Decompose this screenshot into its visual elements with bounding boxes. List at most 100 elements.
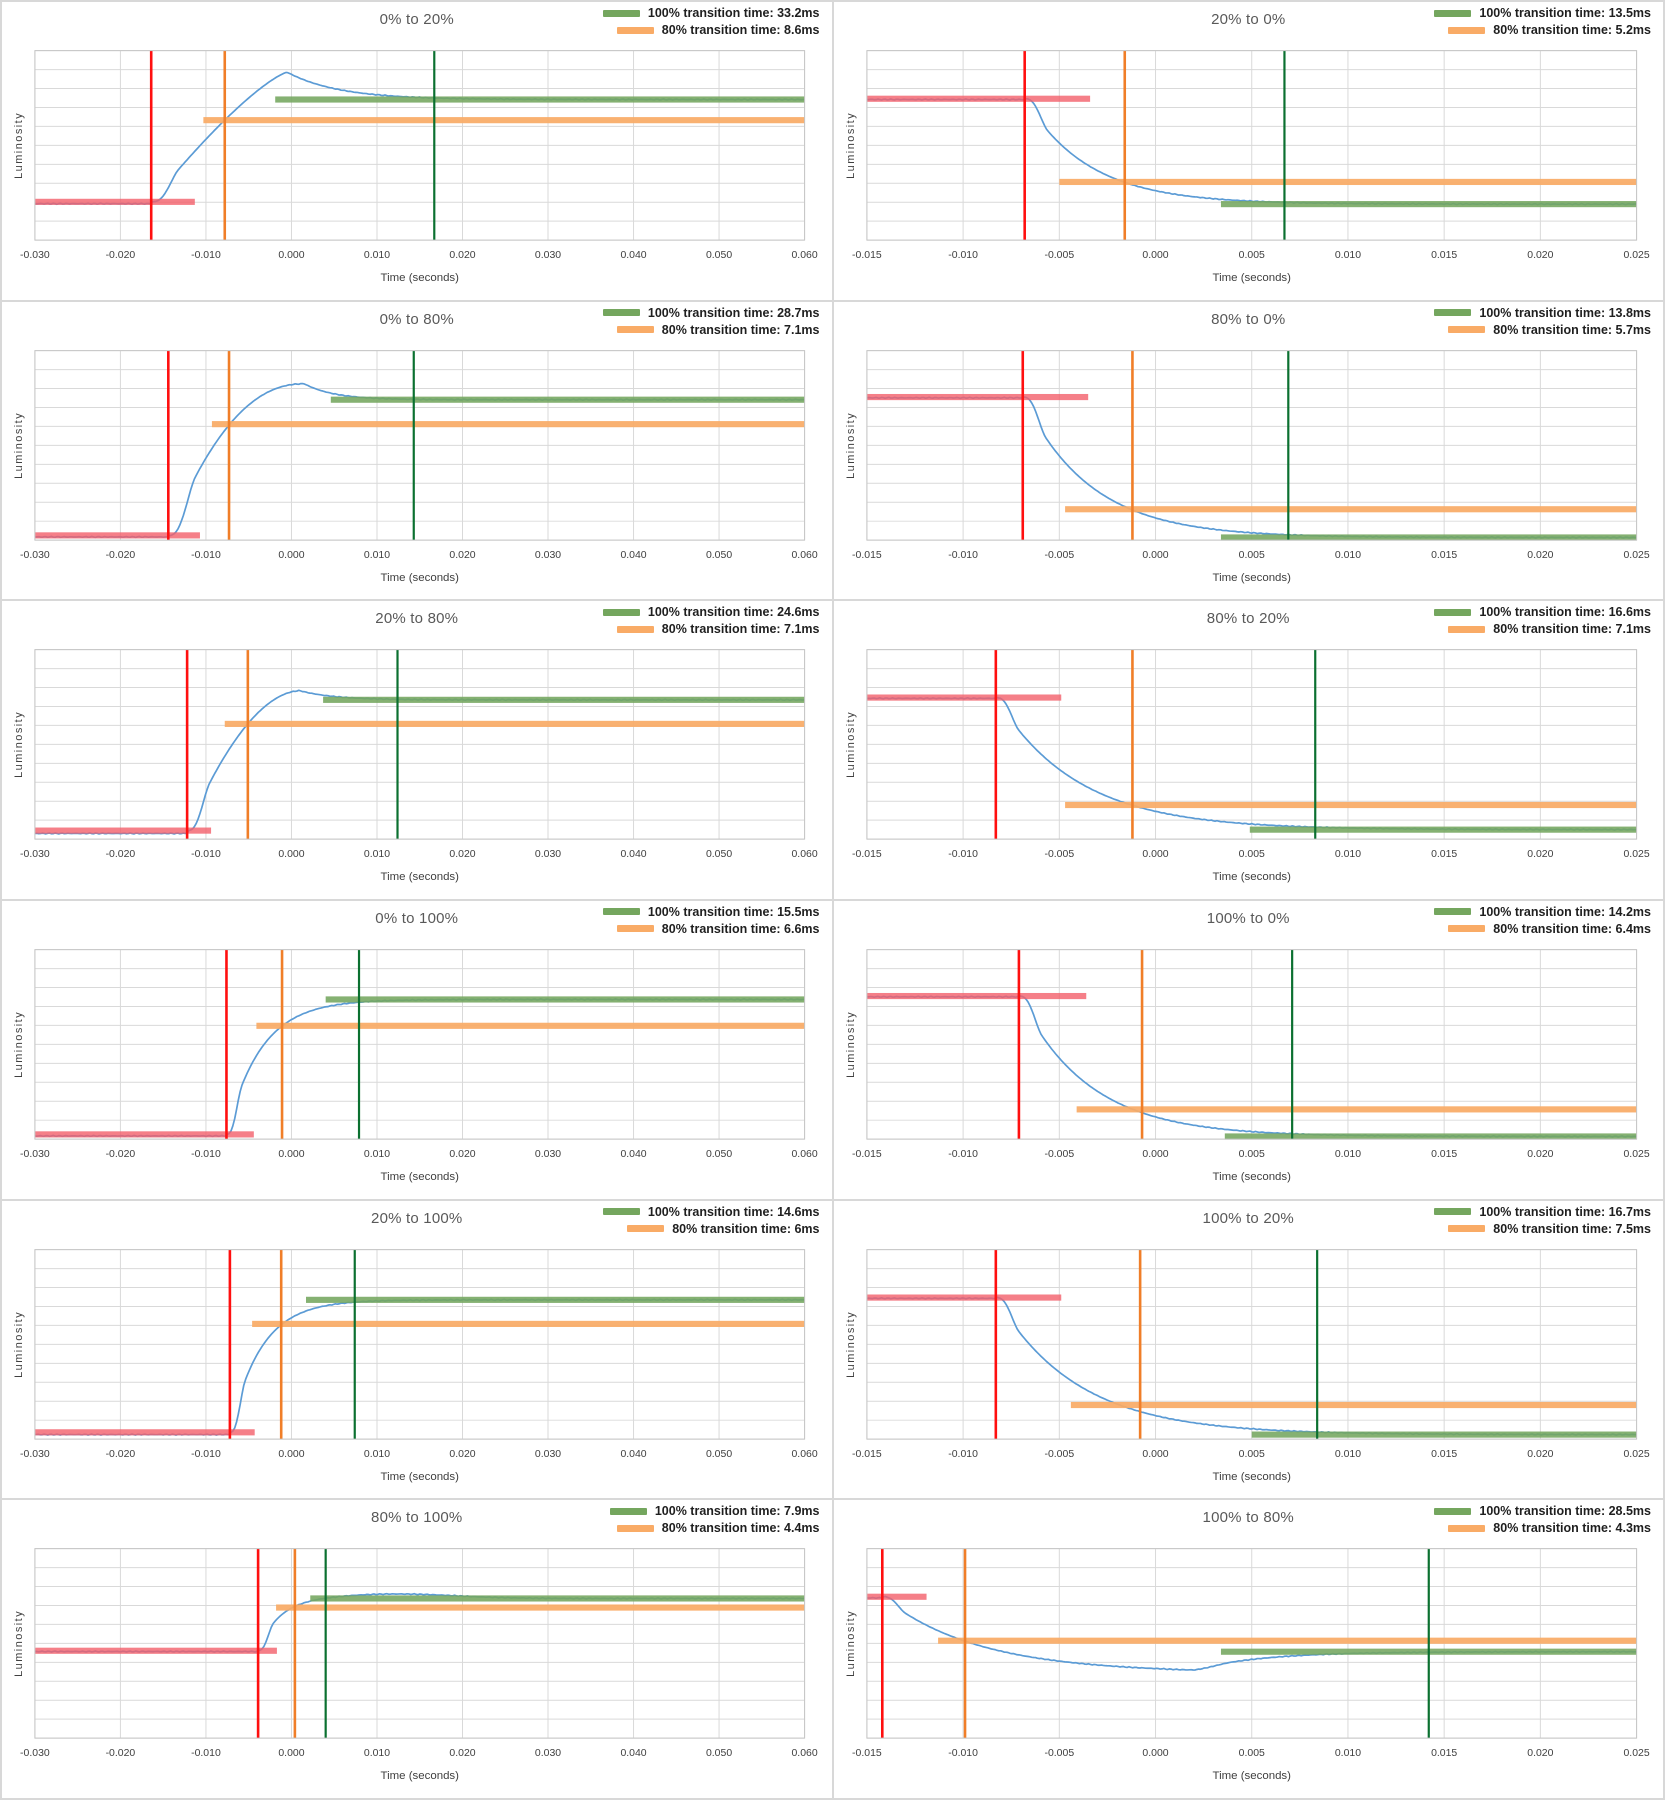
x-tick-label: -0.010: [191, 1748, 221, 1759]
x-tick-label: 0.000: [1142, 550, 1168, 561]
x-tick-label: -0.030: [20, 849, 50, 860]
threshold-80-bar: [1064, 802, 1637, 809]
x-tick-label: 0.020: [1527, 1748, 1553, 1759]
x-tick-label: -0.015: [852, 1449, 882, 1460]
x-tick-label: 0.005: [1238, 849, 1264, 860]
x-tick-labels: -0.030 -0.020 -0.010 0.000 0.010 0.020 0.030 0.…: [20, 250, 818, 261]
final-level-bar: [310, 1595, 805, 1602]
plot-border: [34, 349, 806, 541]
x-tick-label: 0.000: [1142, 250, 1168, 261]
chart-panel: -0.030 -0.020 -0.010 0.000 0.010 0.020 0.030 0.…: [2, 1200, 832, 1499]
x-tick-label: -0.015: [852, 1149, 882, 1160]
x-axis-title: Time (seconds): [1212, 1171, 1291, 1183]
x-tick-label: 0.030: [535, 1449, 561, 1460]
x-tick-label: -0.020: [106, 1748, 136, 1759]
x-tick-label: 0.015: [1431, 550, 1457, 561]
x-tick-label: 0.025: [1623, 1748, 1649, 1759]
x-tick-label: -0.020: [106, 250, 136, 261]
x-tick-label: -0.015: [852, 849, 882, 860]
x-tick-label: 0.025: [1623, 550, 1649, 561]
x-tick-label: 0.040: [620, 1449, 646, 1460]
initial-level-bar: [34, 198, 195, 205]
x-tick-label: -0.020: [106, 849, 136, 860]
plot-border: [865, 949, 1637, 1140]
x-tick-label: -0.030: [20, 250, 50, 261]
threshold-80-bar: [1070, 1401, 1637, 1408]
threshold-80-bar: [252, 1320, 805, 1327]
threshold-80-bar: [203, 117, 805, 124]
plot-svg: -0.030 -0.020 -0.010 0.000 0.010 0.020 0.030 0.…: [13, 1248, 818, 1482]
final-level-bar: [323, 697, 805, 704]
initial-level-bar: [866, 393, 1088, 400]
x-tick-label: -0.030: [20, 1449, 50, 1460]
x-tick-label: 0.030: [535, 550, 561, 561]
x-axis-title: Time (seconds): [381, 272, 460, 284]
x-tick-labels: -0.015 -0.010 -0.005 0.000 0.005 0.010 0.015 0.…: [852, 250, 1650, 261]
x-tick-label: 0.040: [620, 849, 646, 860]
x-tick-label: 0.000: [1142, 1449, 1168, 1460]
x-tick-label: 0.020: [449, 1748, 475, 1759]
x-tick-label: 0.015: [1431, 1149, 1457, 1160]
threshold-80-bar: [937, 1637, 1637, 1645]
x-tick-label: 0.050: [706, 250, 732, 261]
threshold-80-bar: [1058, 178, 1637, 186]
x-axis-title: Time (seconds): [1212, 272, 1291, 284]
x-tick-label: 0.000: [278, 1449, 304, 1460]
x-tick-label: -0.015: [852, 250, 882, 261]
chart-panel: -0.030 -0.020 -0.010 0.000 0.010 0.020 0.030 0.…: [2, 2, 832, 300]
plot-border: [865, 1548, 1637, 1739]
initial-level-bar: [34, 531, 200, 539]
plot-svg: -0.015 -0.010 -0.005 0.000 0.005 0.010 0.015 0.…: [844, 349, 1649, 583]
y-axis-title: Luminosity: [844, 412, 856, 479]
x-tick-label: 0.050: [706, 849, 732, 860]
x-axis-title: Time (seconds): [381, 871, 460, 883]
threshold-80-bar: [1076, 1106, 1637, 1113]
x-tick-label: 0.040: [620, 1149, 646, 1160]
threshold-80-bar: [224, 721, 805, 728]
y-axis-title: Luminosity: [844, 1610, 856, 1677]
chart-panel: -0.015 -0.010 -0.005 0.000 0.005 0.010 0.015 0.…: [833, 1500, 1663, 1798]
x-tick-label: 0.060: [791, 1149, 817, 1160]
initial-level-bar: [866, 95, 1090, 102]
x-tick-label: 0.010: [364, 1748, 390, 1759]
initial-level-bar: [34, 1131, 254, 1138]
plot-svg: -0.030 -0.020 -0.010 0.000 0.010 0.020 0.030 0.…: [13, 649, 818, 883]
plot-border: [34, 1248, 806, 1440]
plot-border: [865, 50, 1637, 241]
chart-panel: -0.030 -0.020 -0.010 0.000 0.010 0.020 0.030 0.…: [2, 900, 832, 1199]
x-axis-title: Time (seconds): [381, 1171, 460, 1183]
x-tick-label: 0.010: [364, 550, 390, 561]
x-tick-label: 0.000: [1142, 849, 1168, 860]
gridlines: [34, 349, 806, 541]
x-tick-label: -0.010: [948, 550, 978, 561]
x-tick-labels: -0.030 -0.020 -0.010 0.000 0.010 0.020 0.030 0.…: [20, 550, 818, 561]
x-tick-label: 0.010: [1334, 250, 1360, 261]
x-tick-labels: -0.030 -0.020 -0.010 0.000 0.010 0.020 0.030 0.…: [20, 1748, 818, 1759]
x-tick-label: 0.030: [535, 250, 561, 261]
x-tick-label: 0.020: [449, 849, 475, 860]
x-axis-title: Time (seconds): [1212, 1470, 1291, 1482]
x-axis-title: Time (seconds): [1212, 571, 1291, 583]
threshold-80-bar: [1064, 505, 1637, 512]
plot-svg: -0.015 -0.010 -0.005 0.000 0.005 0.010 0.015 0.…: [844, 649, 1649, 883]
gridlines: [865, 50, 1637, 241]
x-tick-label: -0.010: [948, 1149, 978, 1160]
chart-panel: -0.015 -0.010 -0.005 0.000 0.005 0.010 0.015 0.…: [833, 1200, 1663, 1499]
plot-border: [865, 649, 1637, 840]
x-tick-label: 0.020: [449, 250, 475, 261]
chart-panel: -0.015 -0.010 -0.005 0.000 0.005 0.010 0.015 0.…: [833, 2, 1663, 300]
x-tick-label: 0.060: [791, 1449, 817, 1460]
x-axis-title: Time (seconds): [381, 1470, 460, 1482]
gridlines: [34, 649, 806, 840]
x-tick-label: 0.050: [706, 1149, 732, 1160]
x-tick-label: 0.000: [278, 550, 304, 561]
x-tick-label: 0.060: [791, 250, 817, 261]
x-tick-label: -0.030: [20, 550, 50, 561]
chart-panel: -0.015 -0.010 -0.005 0.000 0.005 0.010 0.015 0.…: [833, 301, 1663, 600]
x-tick-label: -0.010: [948, 1748, 978, 1759]
x-tick-label: 0.000: [1142, 1149, 1168, 1160]
gridlines: [34, 1248, 806, 1440]
x-tick-labels: -0.030 -0.020 -0.010 0.000 0.010 0.020 0.030 0.…: [20, 1449, 818, 1460]
y-axis-title: Luminosity: [844, 112, 856, 179]
x-tick-label: -0.030: [20, 1149, 50, 1160]
